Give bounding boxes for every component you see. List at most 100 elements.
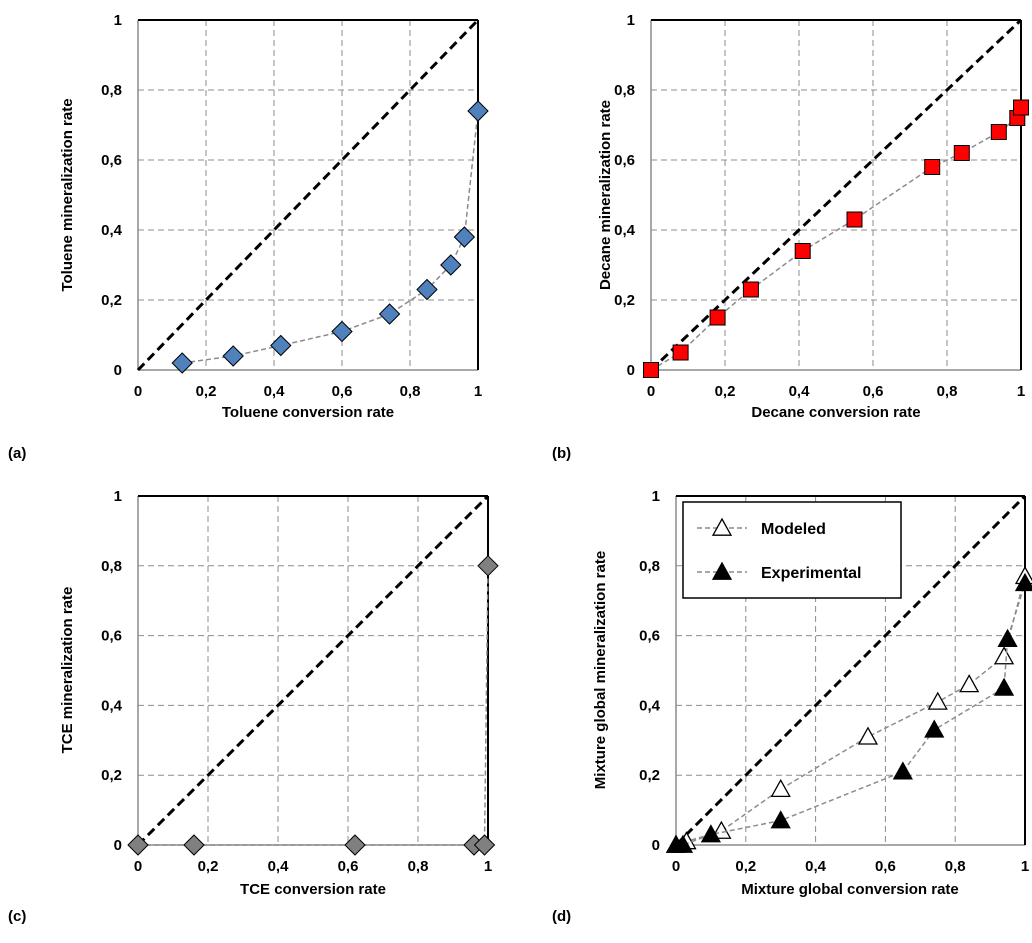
data-point bbox=[222, 345, 244, 367]
panel-d: 0 0,2 0,4 0,6 0,8 1 0 0,2 0,4 0,6 0,8 1 Mixture glob… bbox=[552, 488, 1032, 925]
data-point bbox=[993, 646, 1015, 665]
panel-a: 0 0,2 0,4 0,6 0,8 1 0 0,2 0,4 0,6 0,8 1 Toluene conv… bbox=[8, 12, 489, 462]
data-point bbox=[997, 628, 1018, 647]
data-point bbox=[440, 254, 462, 276]
y-axis-label: Toluene mineralization rate bbox=[59, 98, 76, 291]
data-point bbox=[473, 834, 496, 856]
reference-line bbox=[136, 494, 490, 847]
x-tick-label: 0,6 bbox=[332, 383, 353, 400]
x-tick-label: 0 bbox=[672, 858, 680, 875]
y-tick-label: 0,2 bbox=[614, 292, 635, 309]
data-point bbox=[378, 303, 401, 325]
series-line bbox=[138, 565, 489, 846]
y-tick-label: 0 bbox=[627, 362, 635, 379]
panel-b: 0 0,2 0,4 0,6 0,8 1 0 0,2 0,4 0,6 0,8 1 Decane conve… bbox=[552, 12, 1029, 462]
x-tick-label: 0,2 bbox=[196, 383, 217, 400]
data-point bbox=[477, 555, 499, 577]
y-axis-label: Decane mineralization rate bbox=[597, 100, 614, 290]
data-point bbox=[672, 344, 689, 361]
y-axis-label: Mixture global mineralization rate bbox=[592, 551, 609, 789]
y-tick-label: 0,8 bbox=[101, 558, 122, 575]
y-tick-label: 0,6 bbox=[614, 152, 635, 169]
legend-entry: Experimental bbox=[761, 565, 861, 582]
y-tick-label: 0,4 bbox=[639, 697, 661, 714]
data-point bbox=[770, 810, 791, 829]
data-point bbox=[846, 211, 863, 228]
y-tick-label: 0,6 bbox=[101, 628, 122, 645]
x-axis-label: Decane conversion rate bbox=[751, 404, 920, 421]
data-point bbox=[453, 226, 476, 248]
series-line bbox=[675, 576, 1026, 846]
panel-label: (d) bbox=[552, 908, 571, 925]
y-tick-label: 0 bbox=[114, 362, 122, 379]
data-point bbox=[711, 561, 733, 580]
data-point bbox=[990, 124, 1007, 140]
panel-label: (a) bbox=[8, 445, 26, 462]
x-tick-label: 0,8 bbox=[408, 858, 429, 875]
x-tick-label: 0,6 bbox=[338, 858, 359, 875]
data-point bbox=[711, 517, 733, 536]
reference-line bbox=[674, 494, 1027, 847]
y-tick-label: 0,8 bbox=[614, 82, 635, 99]
data-point bbox=[643, 362, 659, 378]
data-point bbox=[700, 824, 722, 843]
panel-label: (b) bbox=[552, 445, 571, 462]
series-line bbox=[182, 110, 479, 364]
y-tick-label: 1 bbox=[652, 488, 660, 505]
data-point bbox=[927, 691, 948, 710]
data-point bbox=[270, 334, 292, 357]
data-point bbox=[711, 820, 732, 839]
data-point bbox=[709, 309, 726, 326]
x-tick-label: 0,2 bbox=[198, 858, 219, 875]
data-point bbox=[993, 677, 1015, 696]
y-tick-label: 0 bbox=[114, 837, 122, 854]
y-tick-label: 0,4 bbox=[614, 222, 636, 239]
data-point bbox=[127, 834, 149, 856]
data-point bbox=[331, 320, 353, 343]
x-tick-label: 0,6 bbox=[863, 383, 884, 400]
x-tick-label: 1 bbox=[474, 383, 482, 400]
x-tick-label: 0,2 bbox=[735, 858, 756, 875]
x-tick-label: 1 bbox=[1021, 858, 1029, 875]
y-tick-label: 0,2 bbox=[639, 767, 660, 784]
x-tick-label: 0 bbox=[647, 383, 655, 400]
y-axis-label: TCE mineralization rate bbox=[59, 587, 76, 754]
data-point bbox=[467, 100, 489, 122]
series-line bbox=[650, 107, 1022, 371]
data-point bbox=[171, 352, 193, 374]
x-tick-label: 0,6 bbox=[875, 858, 896, 875]
x-tick-label: 1 bbox=[484, 858, 492, 875]
x-tick-label: 0,8 bbox=[400, 383, 421, 400]
y-tick-label: 0 bbox=[652, 837, 660, 854]
x-tick-label: 0,4 bbox=[268, 858, 290, 875]
legend-box bbox=[682, 501, 902, 599]
y-tick-label: 0,4 bbox=[101, 222, 123, 239]
x-tick-label: 1 bbox=[1017, 383, 1025, 400]
x-tick-label: 0,8 bbox=[937, 383, 958, 400]
data-point bbox=[183, 834, 205, 856]
y-tick-label: 0,8 bbox=[101, 82, 122, 99]
data-point bbox=[794, 243, 811, 259]
y-tick-label: 0,2 bbox=[101, 292, 122, 309]
x-tick-label: 0 bbox=[134, 858, 142, 875]
x-tick-label: 0,8 bbox=[945, 858, 966, 875]
x-tick-label: 0,4 bbox=[805, 858, 827, 875]
data-point bbox=[770, 778, 791, 798]
panel-label: (c) bbox=[8, 908, 26, 925]
y-tick-label: 0,6 bbox=[101, 152, 122, 169]
data-point bbox=[953, 145, 970, 161]
data-point bbox=[892, 761, 913, 780]
reference-line bbox=[649, 18, 1023, 372]
x-axis-label: Mixture global conversion rate bbox=[741, 881, 959, 898]
x-tick-label: 0 bbox=[134, 383, 142, 400]
data-point bbox=[416, 278, 438, 301]
y-tick-label: 1 bbox=[114, 488, 122, 505]
data-point bbox=[344, 834, 366, 856]
series-line bbox=[676, 583, 1026, 846]
y-tick-label: 0,2 bbox=[101, 767, 122, 784]
x-tick-label: 0,4 bbox=[264, 383, 286, 400]
panel-c: 0 0,2 0,4 0,6 0,8 1 0 0,2 0,4 0,6 0,8 1 TCE conversi… bbox=[8, 488, 499, 925]
data-point bbox=[672, 834, 694, 853]
data-point bbox=[742, 281, 759, 298]
